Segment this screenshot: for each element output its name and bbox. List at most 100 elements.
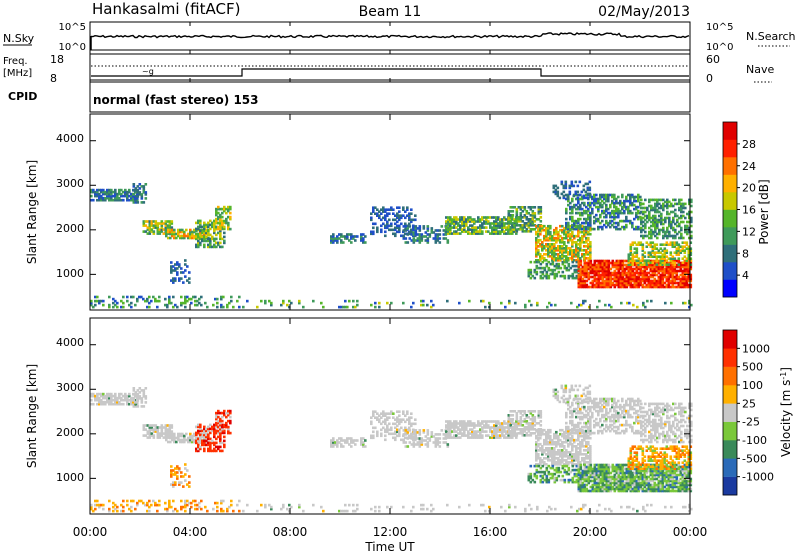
- power-cell: [378, 214, 381, 217]
- power-cell: [539, 216, 543, 219]
- power-cell: [609, 277, 613, 281]
- power-colorbar-label: Power [dB]: [757, 179, 771, 244]
- power-cell: [605, 271, 609, 275]
- power-cell: [547, 236, 550, 240]
- power-cell: [687, 255, 691, 258]
- velocity-cell: [184, 503, 187, 507]
- velocity-cell: [170, 483, 173, 486]
- velocity-cell: [148, 424, 152, 427]
- velocity-cell: [164, 426, 168, 429]
- power-cell: [653, 279, 657, 283]
- power-cell: [499, 222, 502, 225]
- power-cell: [553, 228, 556, 232]
- velocity-cell: [557, 436, 560, 440]
- power-cell: [527, 226, 531, 229]
- power-cell: [644, 224, 647, 228]
- power-cell: [563, 236, 566, 240]
- velocity-cell: [193, 432, 196, 436]
- power-cell: [591, 197, 594, 201]
- power-cell: [607, 283, 611, 287]
- power-cell: [238, 305, 241, 309]
- velocity-cell: [108, 392, 111, 396]
- velocity-cell: [376, 416, 379, 419]
- velocity-cell: [559, 428, 562, 432]
- power-cell: [585, 238, 588, 242]
- power-cell: [511, 226, 515, 229]
- power-cell: [641, 259, 645, 263]
- velocity-cell: [108, 394, 111, 398]
- power-cell: [650, 208, 653, 212]
- velocity-cell: [557, 461, 560, 464]
- power-cell: [160, 226, 164, 229]
- power-cell: [402, 229, 406, 232]
- velocity-cell: [203, 447, 206, 451]
- power-cell: [445, 216, 448, 219]
- power-cell: [561, 236, 564, 240]
- velocity-cell: [551, 442, 554, 446]
- velocity-cell: [529, 434, 533, 437]
- power-cell: [650, 206, 653, 210]
- power-cell: [641, 255, 645, 258]
- power-cell: [615, 279, 619, 283]
- power-cell: [120, 188, 123, 192]
- power-cell: [168, 295, 171, 299]
- power-cell: [384, 224, 387, 228]
- power-cell: [196, 299, 199, 303]
- velocity-cell: [539, 432, 542, 436]
- power-cell: [677, 283, 681, 287]
- power-cell: [579, 225, 582, 229]
- power-cell: [657, 275, 661, 279]
- power-cell: [633, 281, 637, 285]
- power-cell: [569, 247, 572, 250]
- power-cell: [118, 190, 121, 194]
- velocity-cell: [238, 499, 241, 503]
- velocity-cell: [514, 505, 517, 509]
- power-cell: [98, 196, 101, 200]
- power-cell: [408, 237, 412, 240]
- velocity-cell: [513, 410, 517, 413]
- velocity-cell: [166, 430, 170, 433]
- power-cell: [637, 199, 640, 203]
- velocity-cell: [488, 505, 491, 509]
- power-cell: [609, 283, 613, 287]
- power-cell: [627, 219, 630, 223]
- power-cell: [575, 274, 579, 278]
- velocity-cell: [483, 420, 486, 423]
- velocity-cell: [461, 422, 464, 425]
- velocity-cell: [396, 418, 399, 421]
- power-cell: [402, 208, 405, 211]
- power-cell: [629, 221, 632, 225]
- velocity-cell: [408, 441, 412, 444]
- velocity-cell: [201, 429, 204, 433]
- power-cell: [677, 249, 681, 252]
- power-cell: [653, 283, 657, 287]
- velocity-cell: [459, 428, 462, 431]
- power-cell: [94, 295, 97, 299]
- velocity-cell: [215, 441, 218, 445]
- velocity-cell: [219, 441, 222, 445]
- power-cell: [539, 255, 542, 258]
- power-cell: [671, 241, 675, 244]
- velocity-cell: [154, 430, 158, 433]
- power-cell: [642, 224, 645, 228]
- power-cell: [605, 281, 609, 285]
- power-cell: [563, 266, 567, 270]
- power-cell: [549, 232, 552, 236]
- power-cell: [455, 220, 458, 223]
- velocity-cell: [167, 432, 170, 436]
- velocity-cell: [426, 507, 429, 511]
- power-cell: [629, 279, 633, 283]
- velocity-cell: [120, 398, 123, 402]
- power-cell: [217, 205, 220, 209]
- power-cell: [168, 297, 171, 301]
- velocity-cell: [172, 485, 175, 488]
- power-cell: [585, 241, 588, 244]
- power-cell: [633, 279, 637, 283]
- power-cell: [680, 234, 683, 238]
- power-cell: [649, 279, 653, 283]
- power-cell: [142, 201, 146, 204]
- power-cell: [642, 236, 645, 240]
- power-cell: [589, 247, 592, 250]
- power-cell: [282, 299, 285, 303]
- power-cell: [156, 299, 159, 303]
